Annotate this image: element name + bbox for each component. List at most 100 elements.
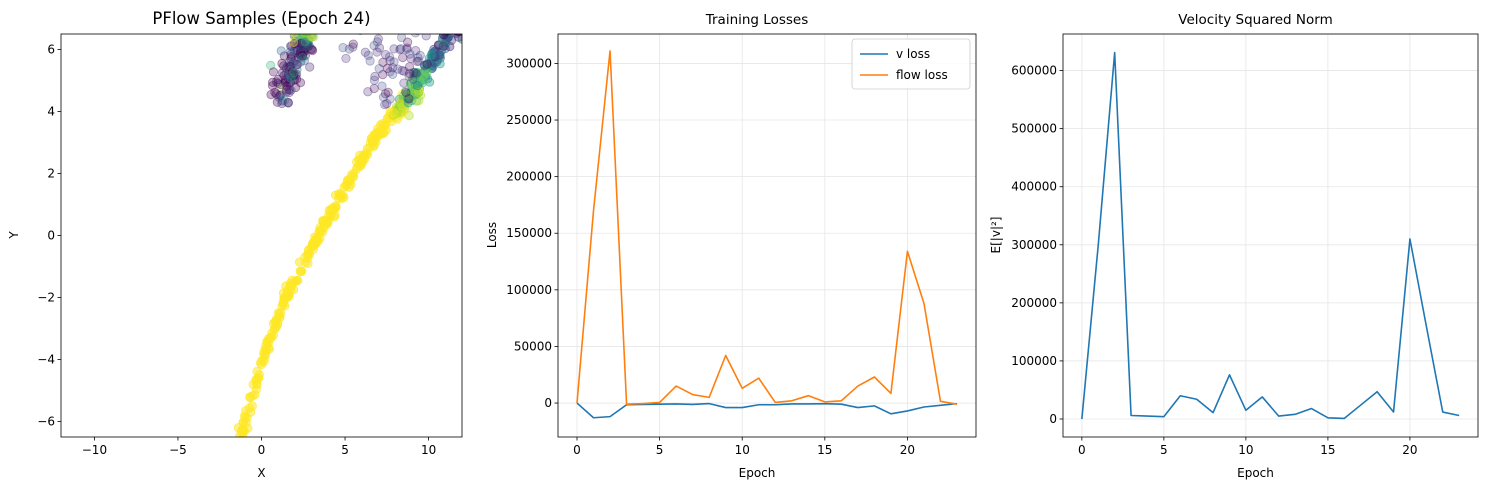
scatter-point bbox=[301, 34, 311, 44]
scatter-point bbox=[297, 52, 308, 63]
scatter-point bbox=[297, 51, 308, 61]
scatter-point bbox=[276, 79, 286, 90]
scatter-point bbox=[307, 34, 317, 42]
scatter-point bbox=[276, 46, 286, 56]
scatter-point bbox=[289, 70, 299, 80]
scatter-point bbox=[287, 41, 297, 51]
scatter-point bbox=[341, 53, 351, 64]
scatter-point bbox=[298, 34, 308, 38]
scatter-point bbox=[296, 57, 306, 67]
scatter-point bbox=[426, 50, 437, 60]
scatter-point bbox=[291, 42, 301, 52]
scatter-point bbox=[281, 69, 291, 79]
scatter-point bbox=[294, 34, 304, 39]
scatter-point bbox=[365, 56, 375, 66]
scatter-point bbox=[290, 82, 301, 93]
x-tick-label: 5 bbox=[341, 443, 349, 457]
scatter-point bbox=[428, 61, 438, 71]
scatter-point bbox=[289, 71, 299, 81]
scatter-point bbox=[389, 44, 399, 54]
scatter-point bbox=[298, 37, 308, 47]
scatter-point bbox=[289, 38, 300, 49]
legend-label: flow loss bbox=[896, 68, 948, 82]
scatter-point bbox=[402, 44, 412, 55]
scatter-point bbox=[393, 64, 403, 74]
scatter-point bbox=[299, 34, 309, 42]
scatter-point bbox=[273, 78, 283, 88]
y-tick-label: 400000 bbox=[1011, 180, 1057, 194]
scatter-point bbox=[302, 34, 311, 37]
scatter-point bbox=[301, 39, 311, 49]
scatter-point bbox=[279, 51, 289, 61]
scatter-point bbox=[286, 54, 296, 64]
scatter-point bbox=[297, 37, 307, 48]
scatter-point bbox=[303, 41, 313, 51]
scatter-point bbox=[299, 56, 309, 66]
x-tick-label: −5 bbox=[169, 443, 187, 457]
scatter-point bbox=[282, 85, 292, 95]
scatter-point bbox=[283, 98, 293, 108]
scatter-point bbox=[284, 62, 294, 73]
scatter-point bbox=[279, 95, 290, 105]
scatter-point bbox=[286, 52, 297, 62]
x-tick-label: 20 bbox=[1402, 443, 1417, 457]
scatter-point bbox=[459, 18, 467, 26]
scatter-point bbox=[453, 16, 461, 24]
scatter-point bbox=[291, 70, 301, 80]
scatter-point bbox=[286, 85, 296, 95]
scatter-point bbox=[384, 52, 395, 62]
velocity-x-axis-label: Epoch bbox=[1237, 466, 1274, 480]
scatter-title: PFlow Samples (Epoch 24) bbox=[152, 9, 370, 28]
scatter-point bbox=[378, 129, 388, 139]
scatter-point bbox=[444, 25, 452, 33]
scatter-point bbox=[295, 48, 305, 58]
scatter-point bbox=[460, 18, 468, 26]
scatter-point bbox=[292, 36, 302, 47]
scatter-point bbox=[421, 34, 431, 41]
losses-x-axis-label: Epoch bbox=[739, 466, 776, 480]
scatter-point bbox=[300, 35, 310, 46]
scatter-point bbox=[434, 50, 444, 60]
grid-lines bbox=[558, 34, 976, 437]
scatter-point bbox=[321, 215, 331, 225]
scatter-point bbox=[348, 39, 358, 49]
scatter-point bbox=[377, 16, 385, 24]
scatter-point bbox=[406, 53, 416, 64]
scatter-point bbox=[300, 37, 310, 47]
scatter-point bbox=[382, 99, 392, 109]
scatter-point bbox=[398, 22, 406, 30]
scatter-point bbox=[380, 50, 391, 60]
scatter-point bbox=[451, 25, 459, 33]
scatter-point bbox=[289, 69, 299, 80]
scatter-point bbox=[414, 34, 421, 36]
scatter-point bbox=[267, 81, 278, 91]
scatter-point bbox=[280, 77, 290, 87]
series-lines bbox=[1081, 51, 1460, 420]
scatter-point bbox=[344, 44, 354, 54]
scatter-point bbox=[380, 100, 390, 110]
scatter-point bbox=[299, 47, 309, 57]
scatter-point bbox=[277, 68, 288, 78]
scatter-point bbox=[294, 257, 305, 267]
scatter-point bbox=[385, 94, 395, 104]
scatter-point bbox=[291, 60, 302, 70]
scatter-point bbox=[279, 71, 289, 81]
scatter-point bbox=[297, 51, 308, 61]
x-tick-label: 10 bbox=[735, 443, 750, 457]
scatter-point bbox=[290, 55, 300, 66]
y-tick-label: −2 bbox=[37, 291, 55, 305]
scatter-point bbox=[388, 69, 398, 79]
scatter-point bbox=[301, 34, 310, 38]
scatter-point bbox=[382, 63, 393, 73]
scatter-point bbox=[307, 34, 317, 40]
scatter-point bbox=[257, 355, 267, 365]
scatter-point bbox=[307, 34, 317, 42]
scatter-point bbox=[328, 203, 338, 213]
scatter-point bbox=[455, 34, 462, 37]
scatter-point bbox=[286, 49, 296, 60]
scatter-point bbox=[303, 38, 313, 48]
series-line-flow-loss bbox=[576, 50, 958, 405]
scatter-point bbox=[300, 50, 311, 60]
y-tick-label: 6 bbox=[47, 43, 55, 57]
